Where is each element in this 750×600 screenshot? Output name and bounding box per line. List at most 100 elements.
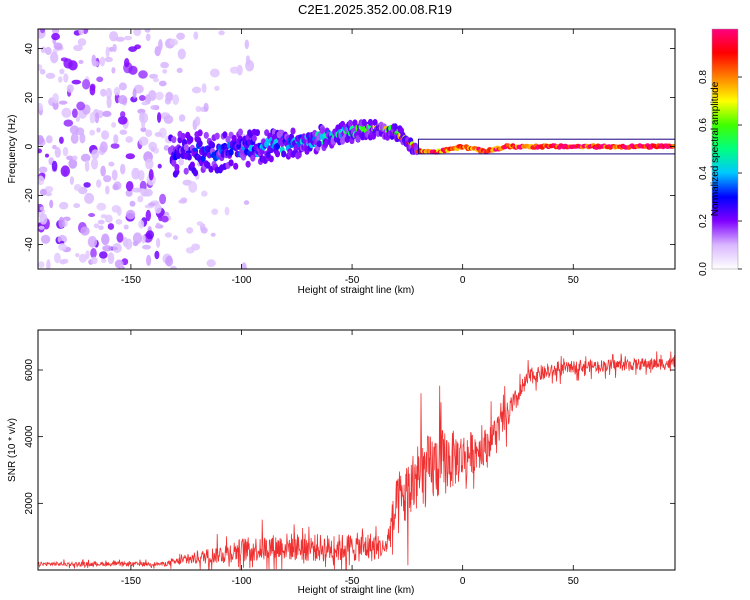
spectrogram-noise-blob <box>154 250 160 260</box>
spectrogram-noise-blob <box>161 215 169 223</box>
spectrogram-signal-blob <box>319 127 325 134</box>
spectrogram-noise-blob <box>120 111 126 118</box>
spectrogram-noise-blob <box>201 190 208 197</box>
spectrogram-noise-blob <box>44 186 54 193</box>
spectrogram-noise-blob <box>128 65 138 75</box>
spectrogram-noise-blob <box>138 70 148 79</box>
spectrogram-noise-blob <box>154 132 163 137</box>
spectrogram-noise-blob <box>141 234 146 244</box>
spectrogram-noise-blob <box>40 46 47 54</box>
spectrogram-noise-blob <box>118 82 127 91</box>
spectrogram-noise-blob <box>66 155 74 161</box>
colorbar-ticks: 0.0 0.2 0.4 0.6 0.8 <box>698 70 742 276</box>
spectrogram-noise-blob <box>99 141 108 153</box>
spectrogram-noise-blob <box>39 213 48 225</box>
spectrogram-noise-blob <box>125 136 133 143</box>
spectrogram-noise-blob <box>172 94 180 105</box>
spectrogram-frame <box>37 28 676 270</box>
spectrogram-noise-blob <box>107 252 115 265</box>
spectrogram-noise-blob <box>58 243 67 251</box>
snr-y-label: SNR (10 * v/v) <box>7 418 18 482</box>
spectrogram-noise-blob <box>188 181 198 193</box>
spectrogram-noise-blob <box>194 116 201 127</box>
spectrogram-noise-blob <box>52 93 59 104</box>
spectrogram-noise-blob <box>110 143 120 149</box>
spectrogram-noise-blob <box>177 48 186 60</box>
spectrogram-noise-blob <box>111 122 117 128</box>
colorbar-gradient <box>711 28 739 270</box>
spectrogram-noise-blob <box>191 86 202 94</box>
spectrogram-noise-blob <box>139 112 145 123</box>
spectrogram-noise-blob <box>169 38 179 46</box>
spectrogram-signal-blob <box>237 128 243 136</box>
spectrogram-noise-blob <box>63 58 73 69</box>
spectrogram-noise-blob <box>69 125 79 135</box>
spectrogram-noise-blob <box>75 116 80 122</box>
spectrogram-noise-blob <box>38 166 48 173</box>
spectrogram-noise-blob <box>145 209 151 222</box>
spectrogram-noise-blob <box>61 107 72 118</box>
snr-y-tick-label: 4000 <box>24 425 35 448</box>
spectrogram-noise-blob <box>98 225 104 230</box>
spectrogram-noise-blob <box>45 191 52 197</box>
spectrogram-noise-blob <box>71 79 82 85</box>
spectrogram-noise-blob <box>102 110 112 117</box>
spectrogram-signal-blob <box>228 148 234 156</box>
spectrogram-noise-blob <box>132 88 137 99</box>
spectrogram-noise-blob <box>96 76 104 83</box>
spectrogram-noise-blob <box>93 223 100 229</box>
spectrogram-noise-blob <box>90 158 99 170</box>
spectrogram-noise-blob <box>125 189 133 197</box>
spectrogram-noise-blob <box>40 29 46 34</box>
spectrogram-signal-blob <box>392 123 398 131</box>
spectrogram-noise-blob <box>176 67 183 74</box>
spectrogram-signal-blob <box>233 162 239 170</box>
spectrogram-noise-blob <box>58 216 65 229</box>
spectrogram-signal-blob <box>197 140 203 148</box>
snr-plot-area <box>38 330 675 570</box>
spectrogram-signal-blob <box>186 153 192 161</box>
spectrogram-noise-blob <box>203 102 209 112</box>
spectrogram-noise-blob <box>124 58 130 68</box>
spectrogram-noise-blob <box>80 153 91 162</box>
spectrogram-noise-blob <box>59 136 64 144</box>
snr-y-axis: 2000 4000 6000 <box>24 358 675 514</box>
spectrogram-noise-blob <box>138 136 149 146</box>
spectrogram-noise-layer <box>38 29 270 269</box>
spectrogram-noise-blob <box>158 39 163 51</box>
spectrogram-noise-blob <box>105 185 110 195</box>
spectrogram-noise-blob <box>165 255 174 267</box>
spectrogram-band-outline <box>417 138 675 155</box>
spectrogram-noise-blob <box>54 147 61 158</box>
spectrogram-noise-blob <box>105 87 112 100</box>
spectrogram-noise-blob <box>138 95 146 101</box>
spectrogram-noise-blob <box>172 235 178 240</box>
spectrogram-noise-blob <box>104 56 113 63</box>
colorbar: 0.0 0.2 0.4 0.6 0.8 Normalized spectral ampl… <box>698 28 742 276</box>
spectrogram-noise-blob <box>45 135 53 144</box>
spectrogram-signal-blob <box>290 127 296 135</box>
spectrogram-noise-blob <box>39 69 46 75</box>
spectrogram-signal-blob <box>296 151 302 159</box>
spectrogram-noise-blob <box>88 213 96 217</box>
spectrogram-signal-blob <box>188 136 194 144</box>
spectrogram-noise-blob <box>38 148 42 154</box>
spectrogram-noise-blob <box>206 259 216 267</box>
snr-x-tick-label: -50 <box>345 576 360 587</box>
spectrogram-noise-blob <box>148 202 156 207</box>
spectrogram-noise-blob <box>144 29 151 33</box>
spectrogram-noise-blob <box>63 119 74 127</box>
spectrogram-noise-blob <box>72 108 78 118</box>
spectrogram-x-tick-label: 50 <box>568 275 580 286</box>
spectrogram-noise-blob <box>119 264 124 269</box>
spectrogram-noise-blob <box>102 245 112 252</box>
snr-x-tick-label: 50 <box>568 576 580 587</box>
spectrogram-noise-blob <box>160 61 170 69</box>
spectrogram-signal-blob <box>671 143 675 149</box>
spectrogram-noise-blob <box>111 67 116 74</box>
spectrogram-plot-area <box>38 29 675 269</box>
spectrogram-noise-blob <box>129 200 136 207</box>
spectrogram-noise-blob <box>45 72 56 79</box>
spectrogram-noise-blob <box>83 182 91 188</box>
snr-x-axis: -150 -100 -50 0 50 <box>121 330 579 587</box>
